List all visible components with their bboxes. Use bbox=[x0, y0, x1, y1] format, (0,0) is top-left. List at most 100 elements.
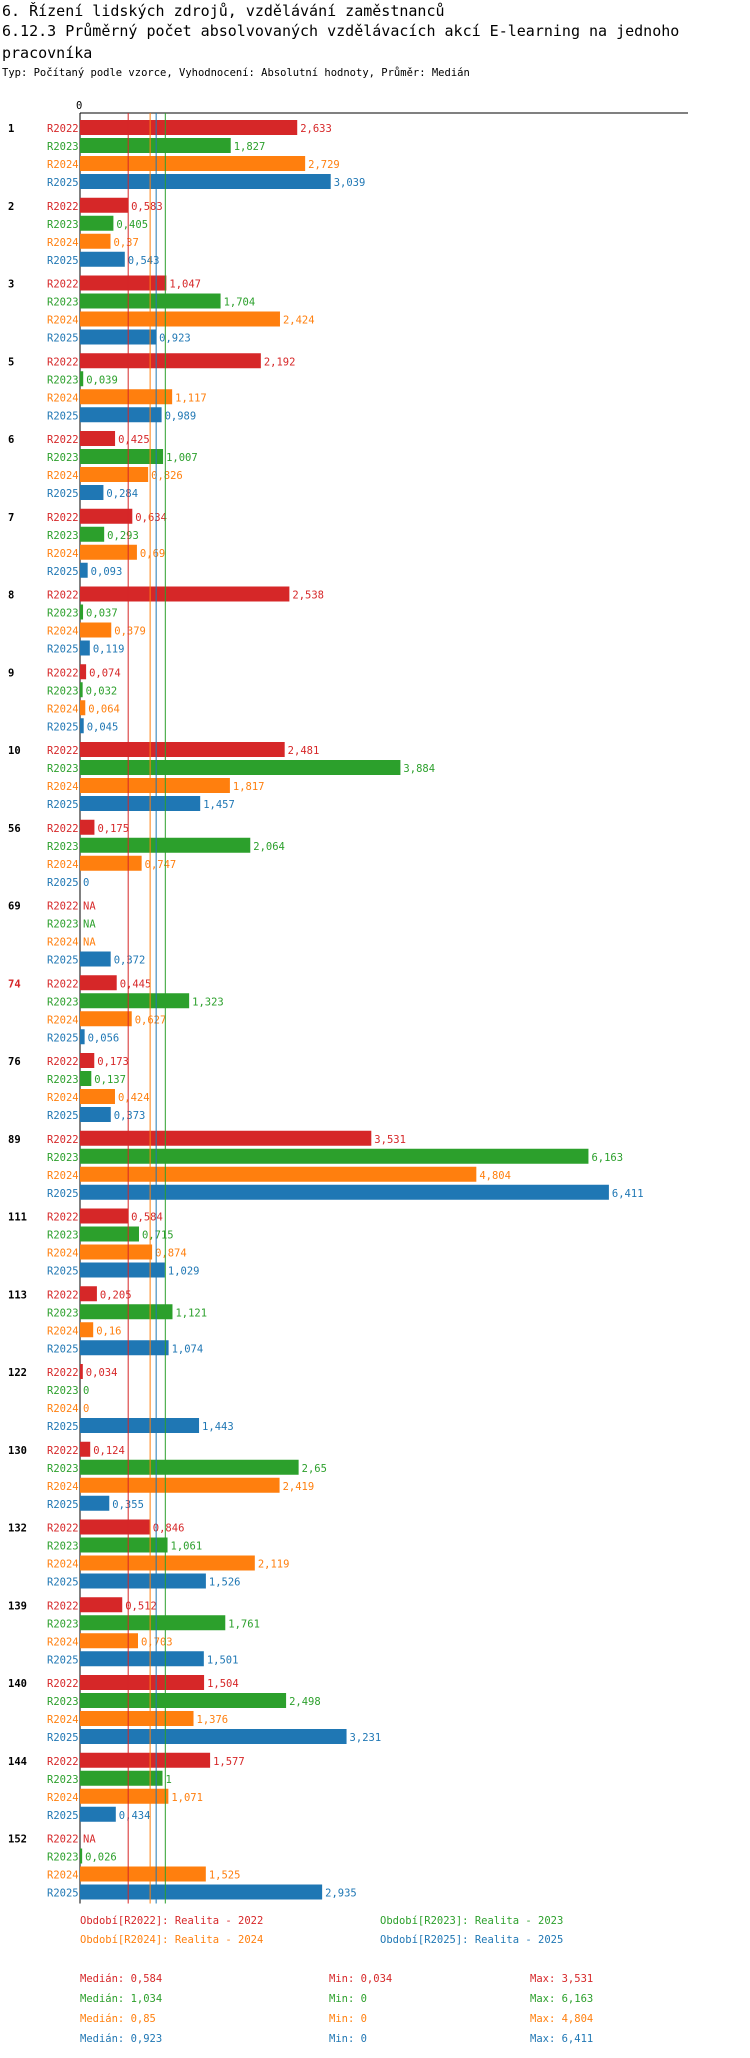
series-label: R2022 bbox=[47, 978, 79, 990]
value-label: 1,007 bbox=[166, 452, 198, 464]
group-label: 132 bbox=[8, 1523, 27, 1535]
bar bbox=[80, 562, 88, 578]
series-label: R2022 bbox=[47, 745, 79, 757]
bar bbox=[80, 156, 306, 171]
series-label: R2025 bbox=[47, 1188, 79, 1200]
value-label: 0,205 bbox=[100, 1289, 132, 1301]
value-label: NA bbox=[83, 1834, 96, 1846]
series-label: R2024 bbox=[47, 626, 79, 638]
series-label: R2022 bbox=[47, 667, 79, 679]
value-label: 3,531 bbox=[374, 1134, 406, 1146]
bar bbox=[80, 1752, 211, 1768]
bar bbox=[80, 449, 164, 464]
bar bbox=[80, 951, 111, 967]
series-label: R2024 bbox=[47, 470, 79, 482]
value-label: 0,69 bbox=[140, 548, 165, 560]
group-label: 111 bbox=[8, 1212, 27, 1224]
legend-min: Min: 0 bbox=[329, 1993, 367, 2005]
value-label: 0,124 bbox=[93, 1445, 125, 1457]
series-label: R2022 bbox=[47, 1523, 79, 1535]
bar bbox=[80, 233, 111, 249]
value-label: 0,923 bbox=[159, 333, 191, 345]
series-label: R2025 bbox=[47, 1499, 79, 1511]
series-label: R2024 bbox=[47, 1559, 79, 1571]
value-label: 2,064 bbox=[253, 841, 285, 853]
value-label: 1,121 bbox=[175, 1307, 207, 1319]
value-label: 0,512 bbox=[125, 1600, 157, 1612]
value-label: 1,817 bbox=[233, 781, 265, 793]
series-label: R2025 bbox=[47, 566, 79, 578]
bar bbox=[80, 251, 125, 267]
bar bbox=[80, 742, 285, 757]
group-label: 76 bbox=[8, 1056, 21, 1068]
section-title: 6. Řízení lidských zdrojů, vzdělávání za… bbox=[2, 2, 445, 20]
series-label: R2023 bbox=[47, 297, 79, 309]
bar bbox=[80, 353, 261, 369]
value-label: 2,498 bbox=[289, 1696, 321, 1708]
series-label: R2025 bbox=[47, 255, 79, 267]
value-label: 0,032 bbox=[86, 685, 118, 697]
bar bbox=[80, 1459, 299, 1475]
series-label: R2023 bbox=[47, 219, 79, 231]
series-label: R2023 bbox=[47, 841, 79, 853]
series-label: R2023 bbox=[47, 1385, 79, 1397]
value-label: 1,443 bbox=[202, 1421, 234, 1433]
series-label: R2025 bbox=[47, 1654, 79, 1666]
bar bbox=[80, 1519, 150, 1535]
series-label: R2025 bbox=[47, 1810, 79, 1822]
value-label: 0,093 bbox=[91, 566, 123, 578]
bar bbox=[80, 311, 280, 327]
series-label: R2023 bbox=[47, 1307, 79, 1319]
bar bbox=[80, 1226, 139, 1242]
bar bbox=[80, 389, 173, 405]
legend-max: Max: 3,531 bbox=[530, 1973, 594, 1985]
value-label: 1 bbox=[166, 1774, 172, 1786]
bar bbox=[80, 796, 201, 811]
bar bbox=[80, 1244, 153, 1260]
series-label: R2024 bbox=[47, 1403, 79, 1415]
bar bbox=[80, 526, 105, 542]
value-label: 0 bbox=[83, 1403, 89, 1415]
group-label: 1 bbox=[8, 123, 14, 135]
series-label: R2025 bbox=[47, 799, 79, 811]
bar bbox=[80, 174, 331, 189]
bar bbox=[80, 1184, 609, 1200]
bar bbox=[80, 1441, 91, 1457]
legend-max: Max: 4,804 bbox=[530, 2013, 594, 2025]
value-label: 0,543 bbox=[128, 255, 160, 267]
bar bbox=[80, 718, 84, 734]
bar bbox=[80, 778, 230, 793]
bar bbox=[80, 1208, 129, 1224]
value-label: 0,989 bbox=[165, 410, 197, 422]
series-label: R2023 bbox=[47, 996, 79, 1008]
series-label: R2024 bbox=[47, 548, 79, 560]
value-label: 0,445 bbox=[120, 978, 152, 990]
group-label: 139 bbox=[8, 1600, 27, 1612]
series-label: R2024 bbox=[47, 937, 79, 949]
series-label: R2024 bbox=[47, 1248, 79, 1260]
group-label: 56 bbox=[8, 823, 21, 835]
bar bbox=[80, 1788, 169, 1804]
series-label: R2024 bbox=[47, 1870, 79, 1882]
value-label: 1,117 bbox=[175, 392, 207, 404]
bar bbox=[80, 508, 133, 524]
bar bbox=[80, 664, 87, 680]
value-label: 0,119 bbox=[93, 644, 125, 656]
bar bbox=[80, 640, 90, 656]
legend-min: Min: 0 bbox=[329, 2013, 367, 2025]
series-label: R2022 bbox=[47, 1134, 79, 1146]
legend-min: Min: 0 bbox=[329, 2033, 367, 2045]
series-label: R2022 bbox=[47, 1600, 79, 1612]
chart-subtitle: Typ: Počítaný podle vzorce, Vyhodnocení:… bbox=[2, 67, 470, 79]
bar bbox=[80, 1286, 97, 1302]
series-label: R2024 bbox=[47, 315, 79, 327]
group-label: 89 bbox=[8, 1134, 21, 1146]
value-label: 0,175 bbox=[97, 823, 129, 835]
value-label: 3,884 bbox=[403, 763, 435, 775]
value-label: 2,935 bbox=[325, 1888, 357, 1900]
value-label: 0,379 bbox=[114, 626, 146, 638]
legend-period: Období[R2022]: Realita - 2022 bbox=[80, 1915, 264, 1927]
group-label: 8 bbox=[8, 590, 14, 602]
value-label: 0,372 bbox=[114, 955, 146, 967]
series-label: R2025 bbox=[47, 333, 79, 345]
